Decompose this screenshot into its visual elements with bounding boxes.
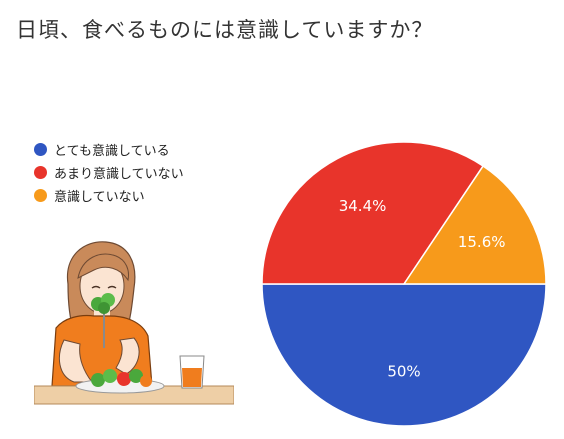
legend-item-very-conscious: とても意識している bbox=[34, 138, 184, 161]
legend-swatch bbox=[34, 143, 47, 156]
legend-label: あまり意識していない bbox=[54, 167, 184, 182]
slice-very-conscious bbox=[261, 283, 547, 427]
slice-label-not-very-conscious: 34.4% bbox=[339, 197, 387, 215]
slice-not-very-conscious bbox=[261, 141, 485, 285]
legend-swatch bbox=[34, 189, 47, 202]
page-title: 日頃、食べるものには意識していますか？ bbox=[16, 18, 434, 42]
legend-item-not-conscious: 意識していない bbox=[34, 184, 184, 207]
woman-eating-illustration bbox=[34, 241, 234, 405]
slice-label-very-conscious: 50% bbox=[387, 363, 420, 381]
slice-not-conscious bbox=[402, 165, 547, 285]
legend-swatch bbox=[34, 166, 47, 179]
legend: とても意識している あまり意識していない 意識していない bbox=[34, 138, 184, 207]
legend-item-not-very-conscious: あまり意識していない bbox=[34, 161, 184, 184]
legend-label: 意識していない bbox=[54, 190, 145, 205]
legend-label: とても意識している bbox=[54, 144, 170, 159]
slice-label-not-conscious: 15.6% bbox=[458, 233, 506, 251]
